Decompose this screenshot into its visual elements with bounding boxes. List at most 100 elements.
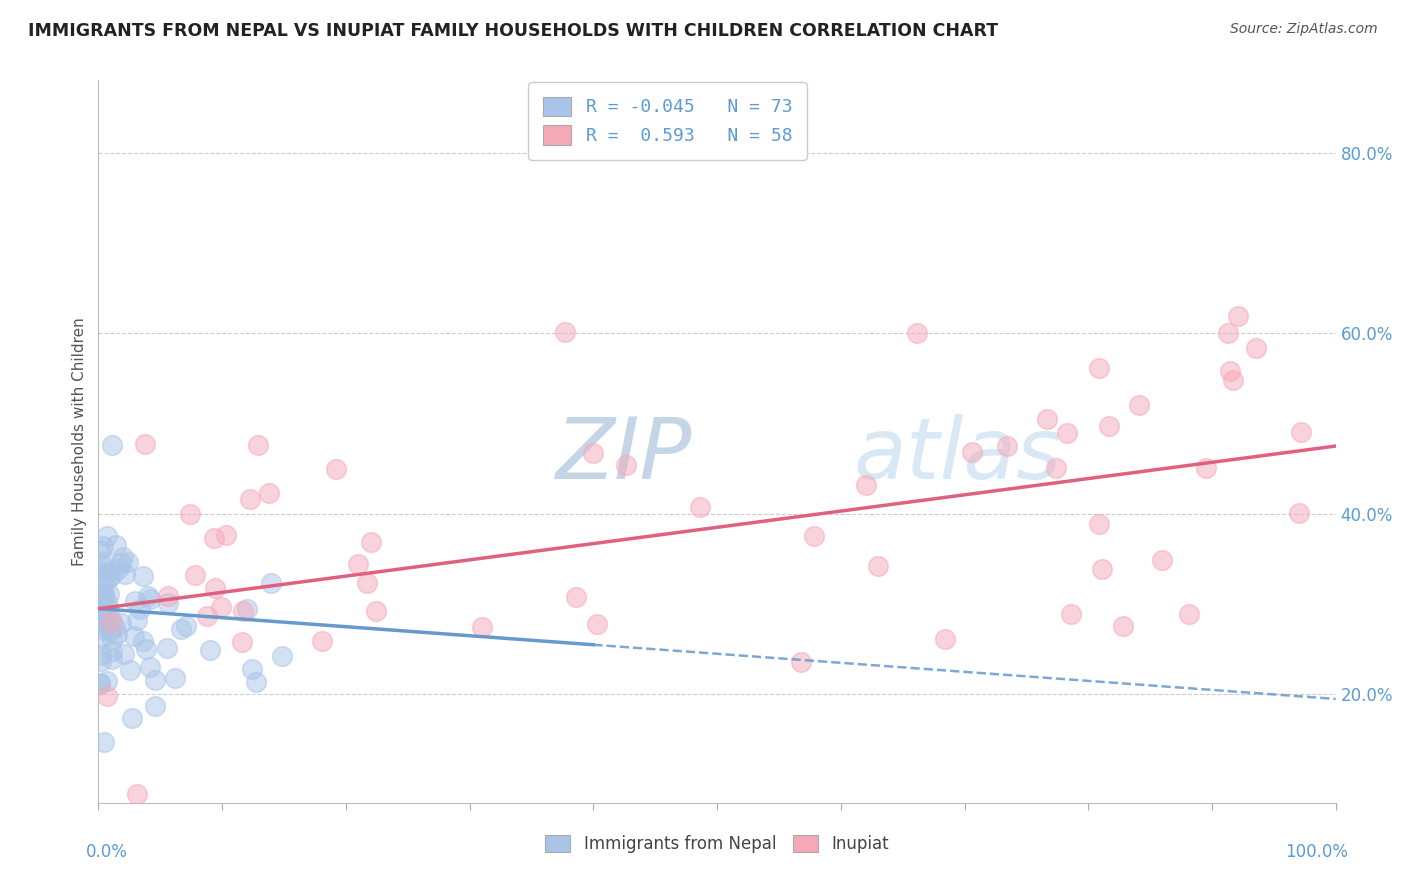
Point (1060, 607, 1083, 621)
Point (1195, 461, 1218, 475)
Point (156, 640, 179, 655)
Point (905, 326, 928, 340)
Y-axis label: Family Households with Children: Family Households with Children (72, 318, 87, 566)
Point (89, 586, 111, 600)
Point (195, 608, 218, 623)
Point (311, 634, 333, 648)
Point (139, 659, 162, 673)
Point (564, 590, 586, 604)
Point (1112, 619, 1135, 633)
Point (157, 596, 180, 610)
Point (325, 462, 347, 476)
Point (1088, 516, 1111, 531)
Point (239, 491, 262, 506)
Point (586, 617, 609, 632)
Point (101, 567, 124, 582)
Point (110, 615, 132, 630)
Point (90, 654, 112, 668)
Point (98, 624, 121, 639)
Point (1178, 607, 1201, 621)
Point (1035, 412, 1057, 426)
Point (364, 604, 387, 618)
Point (236, 601, 259, 615)
Point (1056, 426, 1078, 441)
Point (1090, 562, 1112, 576)
Point (165, 671, 187, 685)
Point (1219, 364, 1241, 378)
Point (934, 632, 956, 646)
Point (790, 655, 813, 669)
Point (100, 632, 122, 646)
Point (101, 652, 124, 666)
Point (960, 445, 983, 459)
Point (94, 574, 117, 589)
Point (127, 613, 149, 627)
Point (89, 677, 111, 691)
Point (101, 438, 124, 452)
Point (90, 606, 112, 620)
Point (89, 543, 111, 558)
Point (138, 590, 160, 604)
Point (1088, 361, 1111, 376)
Point (1226, 309, 1249, 323)
Point (101, 644, 124, 658)
Point (169, 623, 191, 637)
Text: atlas: atlas (853, 415, 1062, 498)
Point (1222, 373, 1244, 387)
Point (132, 569, 155, 583)
Point (124, 594, 146, 608)
Point (103, 620, 125, 634)
Point (89, 612, 111, 626)
Point (231, 635, 253, 649)
Point (93, 555, 115, 569)
Point (356, 576, 378, 591)
Point (211, 599, 233, 614)
Point (346, 557, 368, 571)
Point (855, 478, 877, 492)
Point (995, 439, 1018, 453)
Point (259, 486, 281, 500)
Text: IMMIGRANTS FROM NEPAL VS INUPIAT FAMILY HOUSEHOLDS WITH CHILDREN CORRELATION CHA: IMMIGRANTS FROM NEPAL VS INUPIAT FAMILY … (28, 22, 998, 40)
Point (96, 595, 118, 609)
Point (121, 711, 143, 725)
Point (184, 568, 207, 582)
Point (101, 614, 124, 628)
Point (200, 643, 222, 657)
Point (104, 538, 127, 552)
Point (122, 629, 145, 643)
Legend: Immigrants from Nepal, Inupiat: Immigrants from Nepal, Inupiat (538, 828, 896, 860)
Point (143, 699, 166, 714)
Point (360, 534, 382, 549)
Point (131, 634, 153, 648)
Point (90, 613, 112, 627)
Point (91, 588, 114, 602)
Point (129, 601, 152, 615)
Point (270, 648, 292, 663)
Point (1244, 341, 1267, 355)
Point (110, 556, 132, 570)
Point (135, 642, 157, 657)
Point (689, 500, 711, 515)
Text: ZIP: ZIP (557, 415, 693, 498)
Point (1218, 326, 1240, 340)
Point (232, 604, 254, 618)
Point (90, 648, 112, 662)
Point (202, 532, 225, 546)
Point (90, 633, 112, 648)
Point (134, 437, 156, 451)
Point (105, 626, 128, 640)
Point (98, 587, 121, 601)
Point (93, 586, 115, 600)
Point (215, 528, 238, 542)
Point (93, 623, 115, 637)
Point (245, 674, 267, 689)
Point (866, 558, 889, 573)
Point (117, 555, 139, 569)
Point (139, 592, 162, 607)
Point (614, 458, 637, 472)
Point (93, 591, 115, 605)
Point (246, 438, 269, 452)
Point (240, 662, 263, 676)
Point (156, 589, 179, 603)
Point (471, 620, 494, 634)
